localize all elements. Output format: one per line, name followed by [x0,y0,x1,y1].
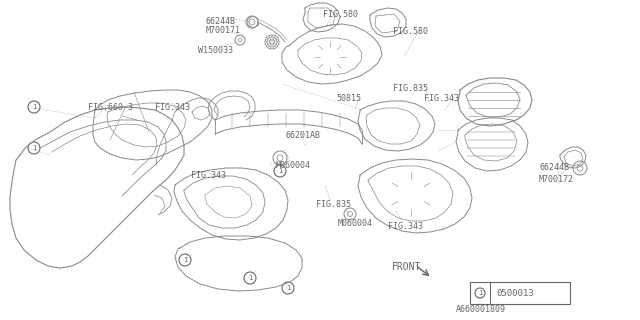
Text: A660001809: A660001809 [456,305,506,314]
Text: 66244B: 66244B [539,163,569,172]
Text: FIG.660-3: FIG.660-3 [88,103,133,112]
Text: M700171: M700171 [206,26,241,35]
Text: M060004: M060004 [276,161,311,170]
Text: 1: 1 [183,257,188,263]
Text: FIG.580: FIG.580 [393,27,428,36]
Text: 0500013: 0500013 [496,289,534,298]
Text: FIG.343: FIG.343 [388,222,423,231]
Text: 1: 1 [285,285,291,291]
Text: 1: 1 [32,145,36,151]
Text: FIG.343: FIG.343 [191,171,226,180]
Text: FIG.343: FIG.343 [424,94,459,103]
Text: FIG.835: FIG.835 [393,84,428,93]
Text: 50815: 50815 [336,94,361,103]
Text: W150033: W150033 [198,46,233,55]
Text: M700172: M700172 [539,175,574,184]
Text: FIG.835: FIG.835 [316,200,351,209]
Text: 66244B: 66244B [206,17,236,26]
Text: 1: 1 [248,275,252,281]
Text: 1: 1 [278,168,282,174]
Text: FIG.343: FIG.343 [155,103,190,112]
Text: 1: 1 [477,290,483,296]
Text: FRONT: FRONT [392,262,421,272]
Bar [470,282,570,304]
Text: FIG.580: FIG.580 [323,10,358,19]
Text: 1: 1 [32,104,36,110]
Text: 66201AB: 66201AB [286,131,321,140]
Text: M060004: M060004 [338,219,373,228]
